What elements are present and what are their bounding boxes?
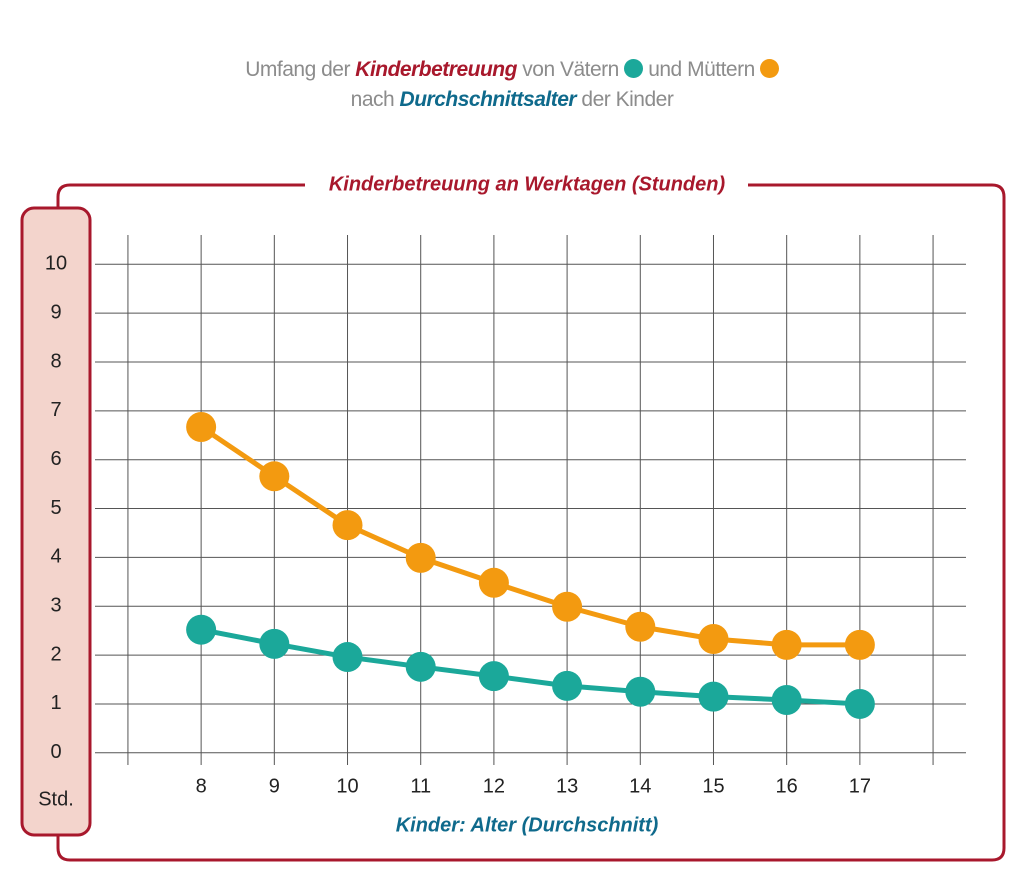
y-tick-label: 4	[50, 546, 61, 568]
data-point	[405, 651, 436, 682]
panel-frame	[56, 183, 1006, 862]
data-point	[552, 591, 583, 622]
x-axis-label: Kinder: Alter (Durchschnitt)	[396, 814, 659, 836]
subtitle-text: nach	[350, 88, 400, 111]
data-point	[844, 629, 875, 660]
title-text: von	[516, 58, 560, 81]
data-point	[771, 629, 802, 660]
subtitle-emphasis: Durchschnittsalter	[399, 88, 577, 111]
title-text: Umfang der	[245, 58, 356, 81]
y-axis-box	[20, 206, 92, 837]
data-point	[698, 681, 729, 712]
series-line	[199, 424, 860, 648]
x-tick-label: 16	[776, 775, 798, 797]
data-point	[478, 661, 509, 692]
data-point	[332, 510, 363, 541]
data-point	[259, 461, 290, 492]
data-point	[186, 614, 217, 645]
y-tick-label: 0	[50, 741, 61, 763]
x-tick-label: 17	[849, 775, 871, 797]
title-text: und	[642, 58, 688, 81]
data-point	[259, 628, 290, 659]
data-point	[405, 542, 436, 573]
data-point	[625, 611, 656, 642]
x-tick-label: 8	[196, 775, 207, 797]
subtitle-text: der Kinder	[576, 88, 674, 111]
data-point	[698, 623, 729, 654]
legend-dot	[623, 59, 643, 78]
x-tick-label: 9	[269, 775, 280, 797]
y-tick-label: 3	[50, 595, 61, 617]
legend-dot	[759, 59, 779, 78]
x-tick-label: 12	[483, 775, 505, 797]
y-tick-label: 9	[50, 301, 61, 323]
y-tick-label: 6	[50, 448, 61, 470]
title-line: Umfang der Kinderbetreuung von Vätern un…	[0, 55, 1024, 85]
data-point	[625, 676, 656, 707]
x-tick-label: 10	[336, 775, 358, 797]
series-line	[200, 627, 861, 707]
chart-title: Umfang der Kinderbetreuung von Vätern un…	[0, 55, 1024, 115]
title-emphasis: Kinderbetreuung	[355, 58, 517, 81]
legend-label: Vätern	[559, 58, 619, 81]
data-point	[478, 567, 509, 598]
x-tick-label: 14	[629, 775, 651, 797]
y-tick-label: 5	[50, 497, 61, 519]
y-tick-label: 2	[50, 643, 61, 665]
panel-title: Kinderbetreuung an Werktagen (Stunden)	[329, 173, 726, 195]
y-tick-label: 1	[50, 692, 61, 714]
x-tick-label: 11	[410, 775, 431, 797]
subtitle-line: nach Durchschnittsalter der Kinder	[0, 85, 1024, 115]
data-point	[186, 411, 217, 442]
y-tick-label: 7	[50, 399, 61, 421]
legend-label: Müttern	[687, 58, 755, 81]
data-point	[552, 670, 583, 701]
data-point	[844, 688, 875, 719]
y-axis-label: Std.	[38, 788, 74, 810]
data-point	[332, 642, 363, 673]
y-tick-label: 8	[50, 350, 61, 372]
x-tick-label: 13	[556, 775, 578, 797]
y-tick-label: 10	[45, 253, 67, 275]
data-point	[771, 685, 802, 716]
x-tick-label: 15	[702, 775, 724, 797]
